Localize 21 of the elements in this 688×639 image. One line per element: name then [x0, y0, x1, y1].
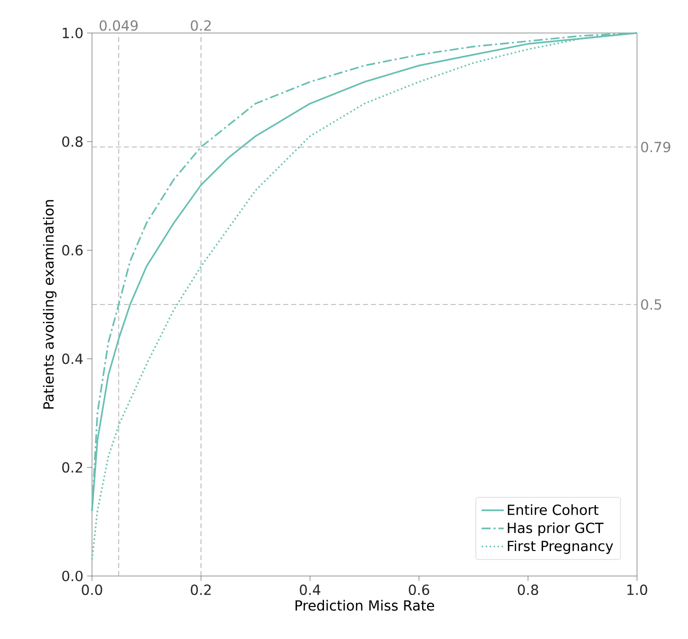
ref-line-label: 0.2 [190, 20, 211, 31]
y-tick-label: 0.2 [62, 462, 82, 473]
y-tick-label: 0.8 [62, 136, 83, 147]
y-tick-label: 0.4 [62, 354, 83, 364]
legend-label: Entire Cohort [508, 504, 598, 516]
x-tick-label: 0.4 [300, 584, 320, 596]
ref-line-label: 0.5 [641, 299, 662, 310]
x-tick-label: 0.8 [518, 584, 538, 596]
x-axis-title: Prediction Miss Rate [296, 600, 434, 611]
y-axis-title: Patients avoiding examination [42, 200, 56, 409]
legend-label: Has prior GCT [508, 522, 604, 536]
x-tick-label: 0.2 [190, 584, 211, 596]
y-tick-label: 0.0 [62, 570, 83, 582]
ref-line-label: 0.79 [641, 142, 670, 152]
x-tick-label: 0.0 [82, 584, 102, 596]
x-tick-label: 0.6 [408, 584, 430, 596]
legend-label: First Pregnancy [508, 540, 614, 554]
x-tick-label: 1.0 [627, 584, 648, 596]
ref-line-label: 0.049 [100, 20, 138, 31]
y-tick-label: 1.0 [62, 28, 83, 38]
y-tick-label: 0.6 [62, 244, 83, 256]
